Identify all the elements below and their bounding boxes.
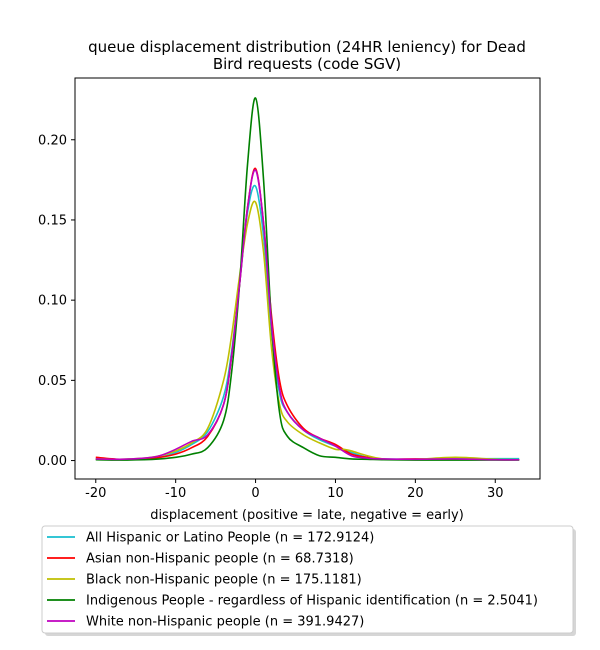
series-line-3 [95, 97, 520, 461]
chart-title-line-2: Bird requests (code SGV) [213, 55, 401, 73]
y-tick-label: 0.00 [38, 454, 67, 469]
y-tick-label: 0.05 [38, 374, 67, 389]
legend-label-4: White non-Hispanic people (n = 391.9427) [86, 615, 364, 630]
density-curves [95, 97, 520, 461]
legend-box [41, 525, 574, 634]
y-axis: 0.00 0.05 0.10 0.15 0.20 [38, 133, 75, 469]
plot-area [74, 77, 541, 480]
x-tick-label: -10 [165, 486, 186, 501]
x-tick-label: 10 [327, 486, 344, 501]
x-tick-label: -20 [85, 486, 106, 501]
legend: All Hispanic or Latino People (n = 172.9… [41, 525, 576, 636]
legend-label-3: Indigenous People - regardless of Hispan… [86, 594, 538, 609]
y-tick-label: 0.10 [38, 294, 67, 309]
x-axis: -20 -10 0 10 20 30 [85, 479, 504, 501]
legend-label-0: All Hispanic or Latino People (n = 172.9… [86, 531, 374, 546]
y-tick-label: 0.20 [38, 133, 67, 148]
legend-label-1: Asian non-Hispanic people (n = 68.7318) [86, 552, 354, 567]
x-tick-label: 0 [251, 486, 259, 501]
x-axis-label: displacement (positive = late, negative … [150, 508, 464, 523]
chart-title-line-1: queue displacement distribution (24HR le… [88, 38, 526, 56]
plot-frame [74, 77, 541, 480]
legend-label-2: Black non-Hispanic people (n = 175.1181) [86, 573, 362, 588]
series-line-4 [95, 169, 520, 461]
x-tick-label: 20 [407, 486, 424, 501]
x-tick-label: 30 [487, 486, 504, 501]
y-tick-label: 0.15 [38, 213, 67, 228]
